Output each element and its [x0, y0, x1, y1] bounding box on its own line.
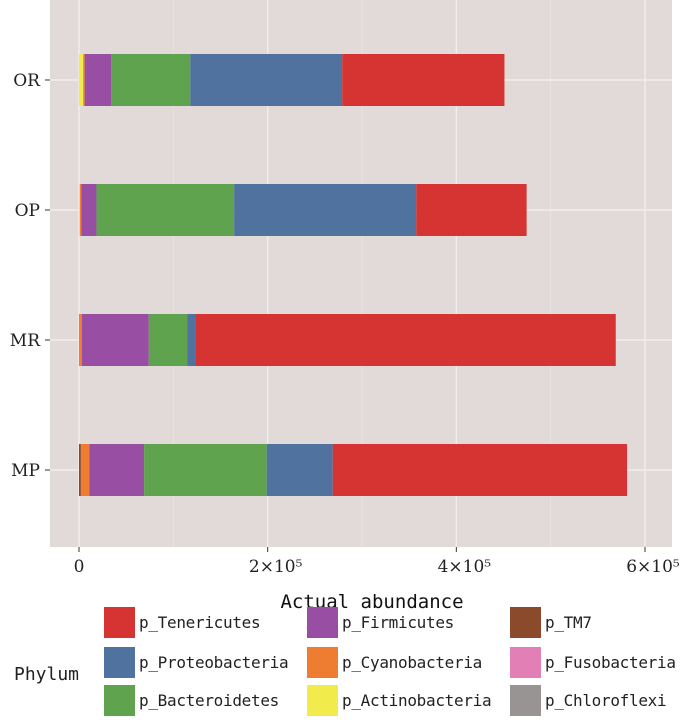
legend-label: p_Actinobacteria [342, 690, 492, 710]
bar-segment-OP-p_Proteobacteria [234, 184, 417, 236]
bar-segment-OP-p_Cyanobacteria [79, 184, 82, 236]
bar-segment-OR-p_Proteobacteria [190, 54, 343, 106]
bar-segment-OR-p_Bacteroidetes [111, 54, 191, 106]
bar-segment-MR-p_Proteobacteria [187, 314, 196, 366]
bar-segment-MR-p_Tenericutes [195, 314, 616, 366]
bar-segment-OR-p_Cyanobacteria [83, 54, 85, 106]
legend-item-p_Fusobacteria: p_Fusobacteria [510, 646, 676, 678]
legend-swatch [510, 606, 541, 638]
legend-item-p_TM7: p_TM7 [510, 606, 592, 638]
bar-segment-OP-p_Tenericutes [416, 184, 527, 236]
bar-segment-MP-p_TM7 [79, 444, 81, 496]
legend-swatch [510, 646, 541, 678]
legend-item-p_Tenericutes: p_Tenericutes [104, 606, 261, 638]
legend-item-p_Cyanobacteria: p_Cyanobacteria [307, 646, 482, 678]
bar-segment-MR-p_Bacteroidetes [148, 314, 188, 366]
x-tick-label: 6×10⁵ [626, 557, 680, 577]
legend-label: p_Firmicutes [342, 612, 454, 632]
bar-segment-MP-p_Tenericutes [332, 444, 628, 496]
y-tick-label: OR [13, 71, 41, 91]
legend-swatch [104, 684, 135, 716]
legend-item-p_Chloroflexi: p_Chloroflexi [510, 684, 667, 716]
x-axis: 0 2×10⁵ 4×10⁵ 6×10⁵ [74, 547, 680, 577]
legend-label: p_Proteobacteria [139, 652, 289, 672]
legend-item-p_Bacteroidetes: p_Bacteroidetes [104, 684, 279, 716]
bar-segment-MP-p_Firmicutes [89, 444, 145, 496]
bar-segment-MP-p_Cyanobacteria [80, 444, 90, 496]
bars [79, 54, 628, 496]
y-tick-label: MR [10, 331, 41, 351]
bar-segment-OR-p_Firmicutes [84, 54, 112, 106]
legend-label: p_TM7 [545, 612, 592, 632]
legend-item-p_Proteobacteria: p_Proteobacteria [104, 646, 289, 678]
bar-segment-MP-p_Bacteroidetes [144, 444, 267, 496]
bar-segment-OR-p_Actinobacteria [79, 54, 84, 106]
legend-swatch [510, 684, 541, 716]
legend-item-p_Firmicutes: p_Firmicutes [307, 606, 454, 638]
legend-swatch [104, 646, 135, 678]
bar-segment-MP-p_Proteobacteria [266, 444, 333, 496]
legend-swatch [104, 606, 135, 638]
legend-label: p_Tenericutes [139, 612, 261, 632]
bar-segment-OP-p_Actinobacteria [79, 184, 80, 236]
y-axis: OR OP MR MP [10, 71, 50, 481]
bar-segment-OP-p_Firmicutes [81, 184, 97, 236]
bar-segment-MR-p_Cyanobacteria [79, 314, 82, 366]
bar-segment-OP-p_Bacteroidetes [96, 184, 235, 236]
legend-title: Phylum [14, 664, 80, 685]
legend-label: p_Chloroflexi [545, 690, 667, 710]
y-tick-label: OP [15, 201, 40, 221]
legend-swatch [307, 606, 338, 638]
legend-label: p_Bacteroidetes [139, 690, 279, 710]
legend-item-p_Actinobacteria: p_Actinobacteria [307, 684, 492, 716]
y-tick-label: MP [11, 461, 40, 481]
bar-segment-OR-p_Tenericutes [342, 54, 505, 106]
bar-segment-MR-p_Firmicutes [81, 314, 149, 366]
x-tick-label: 2×10⁵ [249, 557, 303, 577]
x-tick-label: 0 [74, 557, 85, 577]
legend-label: p_Cyanobacteria [342, 652, 482, 672]
legend-label: p_Fusobacteria [545, 652, 676, 672]
legend-swatch [307, 646, 338, 678]
x-tick-label: 4×10⁵ [438, 557, 492, 577]
legend-swatch [307, 684, 338, 716]
